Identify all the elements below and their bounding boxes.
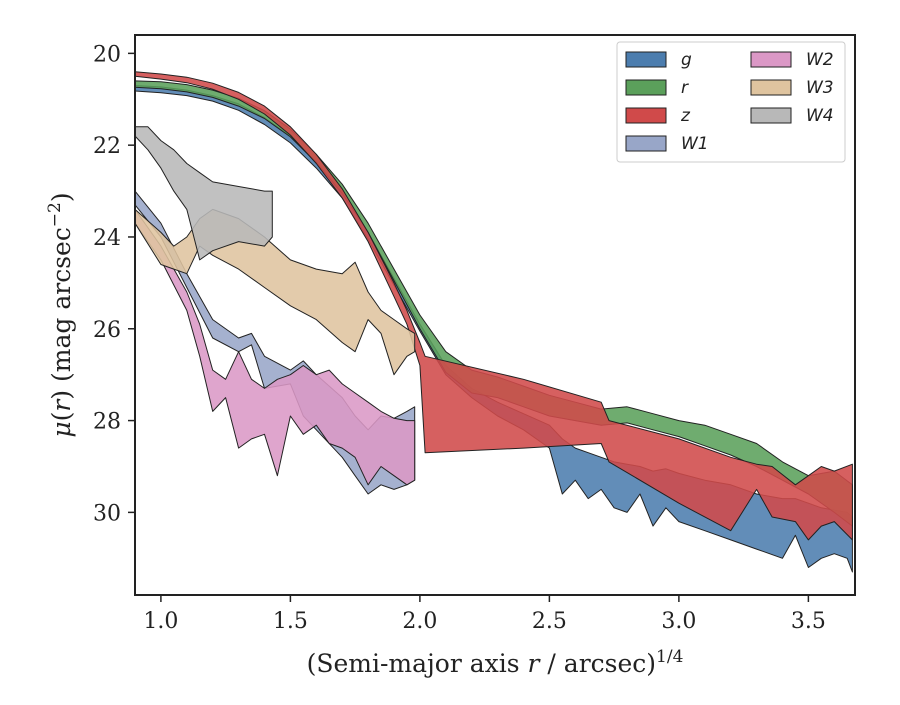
band-w4 <box>134 126 273 261</box>
legend-label-w4: W4 <box>806 106 834 126</box>
x-tick-label: 1.5 <box>273 609 308 634</box>
y-tick-label: 26 <box>93 318 121 343</box>
legend-items: grz W1 W2 W3 W4 <box>625 50 834 154</box>
legend-label-w3: W3 <box>806 78 834 98</box>
y-tick-label: 22 <box>93 134 121 159</box>
legend-label-w2: W2 <box>806 50 834 70</box>
legend-swatch-w2 <box>750 51 792 68</box>
x-axis-label: (Semi-major axis r / arcsec)1/4 <box>307 647 684 678</box>
legend-swatch-w4 <box>750 107 792 124</box>
legend: grz W1 W2 W3 W4 <box>616 41 846 163</box>
x-tick-label: 2.5 <box>532 609 567 634</box>
band-w2 <box>134 208 416 486</box>
y-tick-label: 24 <box>93 226 121 251</box>
plot-frame <box>134 34 856 596</box>
y-axis-ticks: 20 22 24 26 28 30 <box>93 42 135 526</box>
x-tick-label: 3.0 <box>661 609 696 634</box>
legend-label-z: z <box>680 106 691 126</box>
legend-label-g: g <box>681 50 692 70</box>
y-tick-label: 20 <box>93 42 121 67</box>
legend-swatch-w3 <box>750 79 792 96</box>
legend-label-w1: W1 <box>681 134 709 154</box>
legend-swatch-z <box>625 107 667 124</box>
y-axis-label: μ(r) (mag arcsec−2) <box>45 192 76 437</box>
legend-label-r: r <box>681 78 689 98</box>
x-tick-label: 2.0 <box>402 609 437 634</box>
band-z <box>134 71 853 541</box>
legend-swatch-w1 <box>625 135 667 152</box>
x-tick-label: 3.5 <box>791 609 826 634</box>
x-tick-label: 1.0 <box>143 609 178 634</box>
legend-swatch-r <box>625 79 667 96</box>
x-axis-ticks: 1.0 1.5 2.0 2.5 3.0 3.5 <box>143 595 826 634</box>
legend-frame <box>616 41 846 163</box>
y-tick-label: 28 <box>93 410 121 435</box>
data-bands <box>134 71 853 573</box>
plot-area <box>134 34 856 596</box>
y-tick-label: 30 <box>93 501 121 526</box>
legend-swatch-g <box>625 51 667 68</box>
